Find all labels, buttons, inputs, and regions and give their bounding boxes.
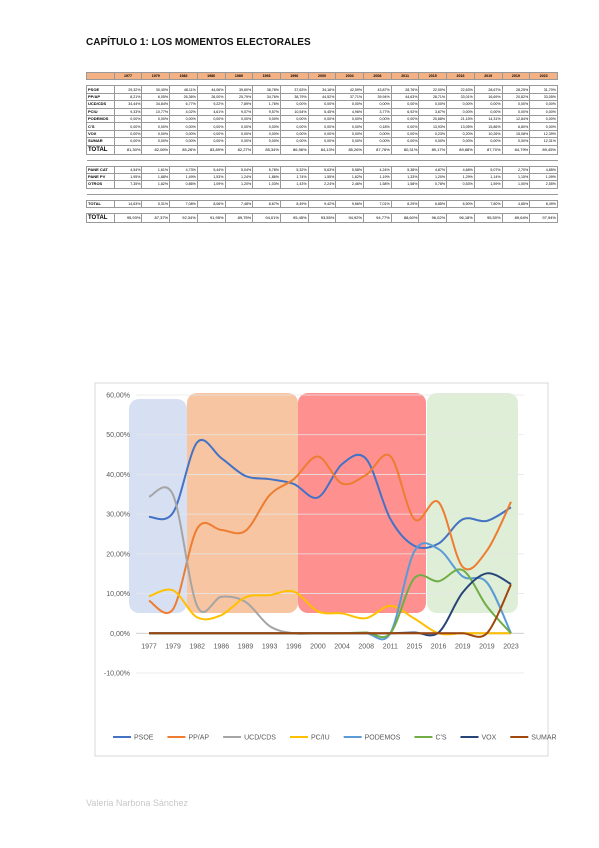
results-table: 1977 1979 1982 1986 1989 1993 1996 2000 2004 2008…	[86, 71, 558, 224]
x-tick-label: 1986	[214, 643, 230, 650]
y-tick-label: 50,00%	[106, 432, 130, 439]
legend-label: PP/AP	[188, 735, 209, 742]
x-tick-label: 2016	[431, 643, 447, 650]
table-row: PANE CAT 4,54% 1,61% 4,73% 5,44% 5,04% 5,78% 5,…	[86, 165, 558, 174]
y-tick-label: 20,00%	[106, 551, 130, 558]
chapter-title: CAPÍTULO 1: LOS MOMENTOS ELECTORALES	[86, 37, 311, 48]
table-row: SUMAR 0,00% 0,00% 0,00% 0,00% 0,00% 0,00% 0,00%…	[86, 137, 558, 146]
x-tick-label: 1996	[286, 643, 302, 650]
series-line	[149, 583, 512, 638]
legend-label: PC/IU	[311, 735, 330, 742]
cell: 8,49%	[529, 199, 558, 209]
legend-label: PSOE	[134, 735, 154, 742]
period-region	[187, 393, 298, 613]
x-tick-label: 2011	[383, 643, 398, 650]
x-tick-label: 2023	[503, 643, 519, 650]
cell: 2,55%	[529, 180, 558, 189]
table-row: C'S 0,00% 0,00% 0,00% 0,00% 0,00% 0,00% 0,00% 0,…	[86, 122, 558, 131]
legend-label: SUMAR	[531, 735, 556, 742]
author: Valeria Narbona Sánchez	[86, 798, 188, 808]
x-tick-label: 1993	[262, 643, 278, 650]
y-tick-label: 60,00%	[106, 393, 130, 400]
legend-label: C'S	[435, 735, 446, 742]
series-line	[148, 453, 512, 615]
legend-label: PODEMOS	[365, 735, 401, 742]
x-tick-label: 1977	[141, 643, 157, 650]
header-row: 1977 1979 1982 1986 1989 1993 1996 2000 2004 2008…	[86, 71, 558, 81]
x-tick-label: 2008	[358, 643, 374, 650]
y-tick-label: 40,00%	[106, 472, 130, 479]
year-header: 2023	[529, 71, 558, 81]
x-tick-label: 1982	[189, 643, 205, 650]
table-row: TOTAL 14,63% 5,31% 7,08% 8,06% 7,48% 8,67% 8,49…	[86, 199, 558, 209]
legend-label: UCD/CDS	[244, 735, 276, 742]
y-tick-label: 30,00%	[106, 512, 130, 519]
cell: 12,31%	[529, 137, 558, 146]
cell: 97,94%	[529, 213, 558, 224]
period-region	[129, 399, 187, 613]
x-tick-label: 2015	[407, 643, 423, 650]
spacer-row	[86, 79, 558, 87]
table-row: PANE PV 1,95% 1,88% 1,49% 1,53% 1,24% 1,86% 1,7…	[86, 172, 558, 182]
table-row: TOTAL 95,93% 87,37% 92,34% 91,95% 89,75% 94,01…	[86, 213, 558, 224]
table-row: OTROS 7,35% 1,82% 0,86% 1,09% 1,20% 1,03% 1,43%…	[86, 180, 558, 189]
x-tick-label: 1989	[238, 643, 254, 650]
x-tick-label: 1979	[165, 643, 181, 650]
y-tick-label: -10,00%	[104, 671, 130, 678]
y-tick-label: 10,00%	[106, 591, 130, 598]
y-tick-label: 0,00%	[110, 631, 130, 638]
spacer-row	[86, 153, 558, 161]
x-tick-label: 2004	[334, 643, 350, 650]
x-tick-label: 2000	[310, 643, 326, 650]
x-tick-label: 2019	[479, 643, 495, 650]
x-tick-label: 2019	[455, 643, 471, 650]
legend-label: VOX	[482, 735, 497, 742]
period-region	[298, 393, 426, 613]
spacer-row	[86, 193, 558, 201]
period-region	[427, 393, 518, 613]
